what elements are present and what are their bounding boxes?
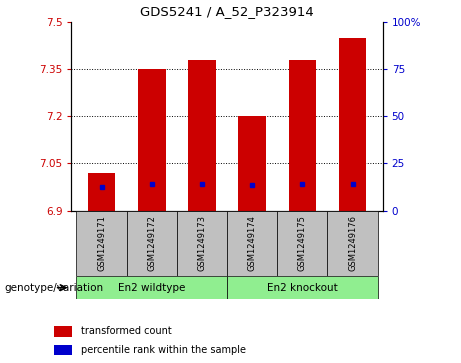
Bar: [277, 211, 327, 276]
Bar: [238, 116, 266, 211]
Text: En2 wildtype: En2 wildtype: [118, 283, 185, 293]
Bar: [327, 211, 378, 276]
Bar: [138, 69, 165, 211]
Bar: [177, 211, 227, 276]
Text: GSM1249173: GSM1249173: [197, 215, 207, 271]
Text: GSM1249176: GSM1249176: [348, 215, 357, 271]
Bar: [77, 276, 227, 299]
Bar: [127, 211, 177, 276]
Bar: [227, 276, 378, 299]
Text: transformed count: transformed count: [81, 326, 171, 337]
Bar: [77, 211, 127, 276]
Bar: [54, 326, 72, 337]
Text: percentile rank within the sample: percentile rank within the sample: [81, 345, 246, 355]
Text: genotype/variation: genotype/variation: [5, 283, 104, 293]
Text: GSM1249174: GSM1249174: [248, 215, 257, 271]
Text: GSM1249172: GSM1249172: [147, 215, 156, 271]
Text: GSM1249175: GSM1249175: [298, 215, 307, 271]
Text: GSM1249171: GSM1249171: [97, 215, 106, 271]
Bar: [227, 211, 277, 276]
Bar: [289, 60, 316, 211]
Text: En2 knockout: En2 knockout: [267, 283, 338, 293]
Bar: [88, 173, 115, 211]
Bar: [188, 60, 216, 211]
Title: GDS5241 / A_52_P323914: GDS5241 / A_52_P323914: [140, 5, 314, 18]
Bar: [339, 37, 366, 211]
Bar: [54, 345, 72, 355]
